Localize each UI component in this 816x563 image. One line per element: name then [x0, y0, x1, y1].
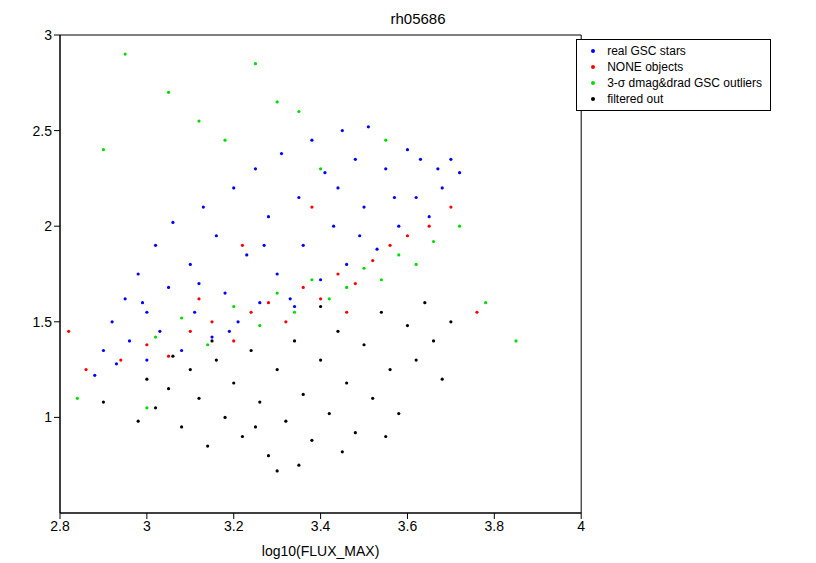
svg-text:3.6: 3.6	[398, 518, 418, 534]
html-text:NONE objects: NONE objects	[607, 60, 684, 74]
html-text:real GSC stars: real GSC stars	[607, 44, 686, 58]
svg-text:3: 3	[143, 518, 151, 534]
svg-text:2.8: 2.8	[50, 518, 70, 534]
svg-text:3.8: 3.8	[485, 518, 505, 534]
html-text:filtered out: filtered out	[607, 92, 664, 106]
svg-text:log10(FLUX_MAX): log10(FLUX_MAX)	[262, 543, 380, 559]
html-text:rh05686: rh05686	[390, 10, 446, 27]
svg-text:3: 3	[44, 27, 52, 43]
svg-text:3.4: 3.4	[311, 518, 331, 534]
svg-text:3.2: 3.2	[224, 518, 244, 534]
svg-text:2.5: 2.5	[33, 123, 53, 139]
svg-text:1: 1	[44, 409, 52, 425]
svg-text:1.5: 1.5	[33, 314, 53, 330]
svg-text:2: 2	[44, 218, 52, 234]
html-text:3-σ dmag&drad GSC outliers: 3-σ dmag&drad GSC outliers	[607, 76, 762, 90]
svg-text:4: 4	[577, 518, 585, 534]
